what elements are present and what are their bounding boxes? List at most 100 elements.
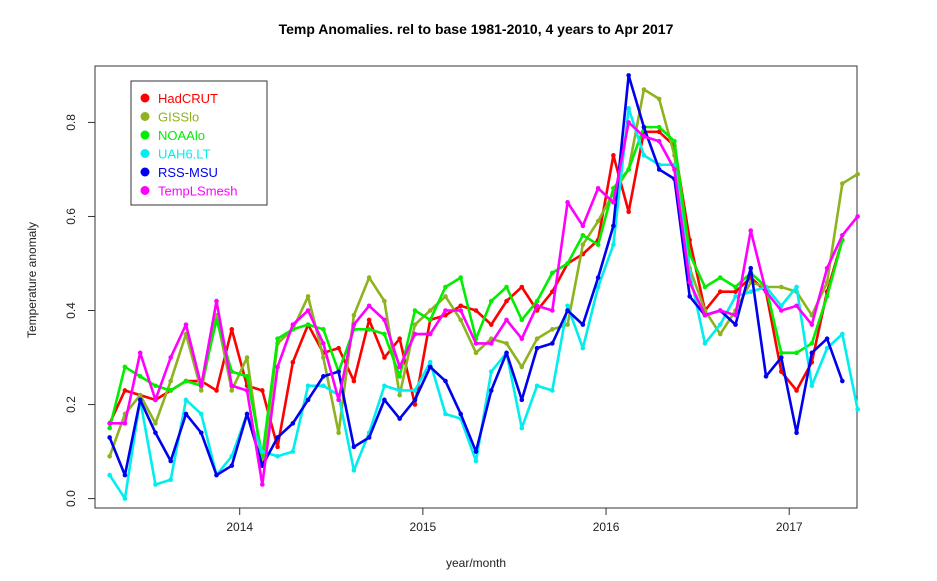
- data-point-gisslo: [198, 388, 204, 393]
- data-point-noaalo: [702, 284, 708, 290]
- legend-marker-icon: [140, 167, 150, 177]
- data-point-noaalo: [672, 138, 677, 144]
- data-point-hadcrut: [412, 402, 418, 407]
- data-point-rss-msu: [580, 322, 586, 327]
- chart-title: Temp Anomalies. rel to base 1981-2010, 4…: [279, 21, 674, 37]
- data-point-templsmesh: [565, 200, 570, 205]
- data-point-rss-msu: [122, 472, 128, 478]
- data-point-hadcrut: [717, 289, 723, 295]
- data-point-rss-msu: [290, 421, 296, 426]
- data-point-rss-msu: [534, 345, 540, 351]
- data-point-noaalo: [382, 331, 387, 337]
- data-point-noaalo: [565, 261, 570, 266]
- data-point-hadcrut: [259, 388, 265, 393]
- data-point-noaalo: [412, 308, 418, 313]
- y-tick-label: 0.6: [64, 208, 78, 225]
- data-point-gisslo: [550, 327, 555, 332]
- data-point-noaalo: [656, 124, 662, 130]
- data-point-hadcrut: [122, 388, 128, 393]
- data-point-hadcrut: [336, 345, 341, 351]
- data-point-noaalo: [488, 298, 494, 304]
- data-point-uah6-lt: [443, 411, 448, 417]
- data-point-rss-msu: [840, 378, 845, 384]
- legend-label: TempLSmesh: [158, 184, 237, 199]
- data-point-templsmesh: [290, 322, 296, 327]
- data-point-gisslo: [458, 317, 464, 323]
- data-point-templsmesh: [687, 279, 693, 285]
- data-point-rss-msu: [763, 374, 769, 379]
- data-point-noaalo: [321, 327, 326, 332]
- legend-marker-icon: [140, 149, 150, 158]
- data-point-uah6-lt: [855, 406, 860, 412]
- data-point-gisslo: [397, 392, 402, 398]
- data-point-rss-msu: [412, 397, 418, 403]
- data-point-noaalo: [626, 167, 631, 172]
- data-point-gisslo: [565, 322, 570, 327]
- x-tick-label: 2016: [593, 520, 620, 534]
- legend-label: UAH6.LT: [158, 147, 211, 162]
- data-point-templsmesh: [427, 331, 433, 337]
- data-point-rss-msu: [687, 294, 693, 299]
- data-point-noaalo: [687, 251, 693, 257]
- legend-marker-icon: [140, 112, 150, 121]
- data-point-noaalo: [534, 298, 540, 304]
- data-point-uah6-lt: [748, 289, 754, 295]
- data-point-templsmesh: [550, 308, 555, 313]
- data-point-noaalo: [733, 284, 738, 290]
- data-point-templsmesh: [534, 303, 540, 309]
- data-point-noaalo: [214, 317, 219, 323]
- data-point-templsmesh: [488, 341, 494, 346]
- data-point-hadcrut: [473, 308, 479, 313]
- data-point-noaalo: [275, 336, 280, 342]
- legend-box: [130, 80, 268, 206]
- data-point-gisslo: [656, 96, 662, 102]
- data-point-noaalo: [168, 388, 174, 393]
- data-point-noaalo: [183, 378, 189, 384]
- data-point-uah6-lt: [412, 388, 418, 393]
- data-point-templsmesh: [229, 383, 235, 389]
- data-point-gisslo: [412, 322, 418, 327]
- data-point-templsmesh: [702, 312, 708, 318]
- y-axis: 0.0 0.2 0.4 0.6 0.8: [64, 114, 95, 507]
- data-point-gisslo: [473, 350, 479, 356]
- data-point-templsmesh: [519, 336, 525, 342]
- data-point-templsmesh: [733, 312, 738, 318]
- legend-marker-icon: [140, 130, 150, 140]
- data-point-rss-msu: [382, 397, 387, 403]
- data-point-uah6-lt: [611, 242, 616, 247]
- series-noaalo: [107, 124, 845, 459]
- data-point-rss-msu: [473, 449, 479, 454]
- data-point-templsmesh: [794, 303, 799, 309]
- data-point-templsmesh: [336, 397, 341, 403]
- data-point-noaalo: [458, 275, 464, 280]
- x-axis: 2014 2015 2016 2017: [226, 508, 803, 534]
- data-point-gisslo: [366, 275, 372, 280]
- data-point-templsmesh: [595, 185, 601, 191]
- x-axis-label: year/month: [446, 556, 506, 570]
- data-point-rss-msu: [107, 435, 112, 440]
- data-point-uah6-lt: [733, 294, 738, 299]
- data-point-templsmesh: [305, 308, 311, 313]
- data-point-templsmesh: [809, 322, 815, 327]
- data-point-hadcrut: [290, 359, 296, 365]
- data-point-uah6-lt: [275, 453, 280, 459]
- data-point-hadcrut: [351, 378, 357, 384]
- data-point-noaalo: [717, 275, 723, 280]
- data-point-hadcrut: [366, 317, 372, 323]
- data-point-hadcrut: [733, 289, 738, 295]
- data-point-gisslo: [443, 294, 448, 299]
- data-point-gisslo: [107, 453, 112, 459]
- y-tick-label: 0.4: [64, 302, 78, 319]
- data-point-hadcrut: [229, 327, 235, 332]
- data-point-hadcrut: [488, 322, 494, 327]
- series-line-templsmesh: [109, 121, 859, 486]
- data-point-uah6-lt: [107, 472, 112, 478]
- data-point-noaalo: [427, 317, 433, 323]
- data-point-templsmesh: [183, 322, 189, 327]
- data-point-uah6-lt: [473, 458, 479, 464]
- data-point-uah6-lt: [565, 303, 570, 309]
- y-tick-label: 0.2: [64, 396, 78, 413]
- data-point-noaalo: [595, 242, 601, 247]
- data-point-noaalo: [443, 284, 448, 290]
- data-point-hadcrut: [656, 129, 662, 135]
